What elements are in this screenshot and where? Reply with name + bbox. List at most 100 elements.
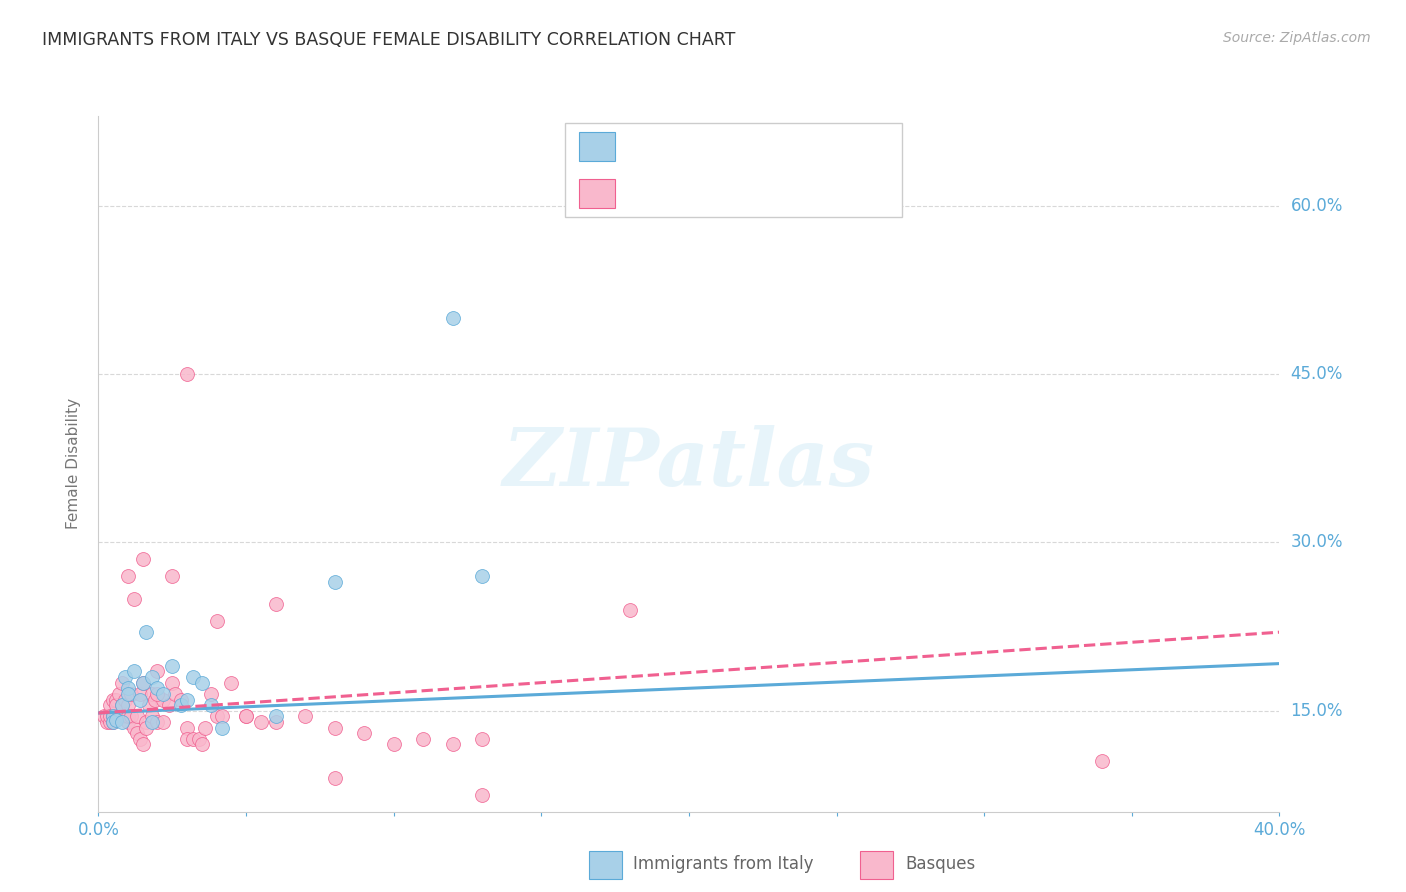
Point [211,709,233,723]
Point [176,731,198,746]
Point [98,714,121,729]
Point [98,698,121,712]
Text: Source: ZipAtlas.com: Source: ZipAtlas.com [1223,31,1371,45]
Text: Basques: Basques [905,855,976,873]
Point [117,687,139,701]
Point [181,731,204,746]
Text: Immigrants from Italy: Immigrants from Italy [634,855,814,873]
Text: ZIPatlas: ZIPatlas [503,425,875,502]
Point [111,698,134,712]
Point [471,569,494,583]
FancyBboxPatch shape [565,123,901,217]
Point [441,738,464,752]
Text: N = 27: N = 27 [772,137,839,155]
Point [111,675,134,690]
Point [128,692,150,706]
Point [143,692,166,706]
Point [235,709,257,723]
Point [128,731,150,746]
Point [96,714,118,729]
Point [141,670,163,684]
Point [125,709,148,723]
Point [176,692,198,706]
Point [114,709,136,723]
Point [146,714,169,729]
Point [294,709,316,723]
Point [132,552,155,566]
Point [165,687,187,701]
Point [117,569,139,583]
Point [141,709,163,723]
Point [382,738,405,752]
Point [132,675,155,690]
Text: N = 78: N = 78 [772,185,839,202]
Text: IMMIGRANTS FROM ITALY VS BASQUE FEMALE DISABILITY CORRELATION CHART: IMMIGRANTS FROM ITALY VS BASQUE FEMALE D… [42,31,735,49]
Point [108,687,131,701]
Point [205,614,228,628]
Point [122,721,145,735]
Point [108,709,131,723]
Point [264,597,287,611]
Point [117,714,139,729]
Point [111,698,134,712]
Point [152,692,174,706]
Point [111,709,134,723]
Point [191,738,214,752]
Point [162,675,183,690]
Point [103,714,125,729]
Point [152,687,174,701]
Point [323,574,346,589]
Point [117,698,139,712]
Point [211,721,233,735]
Point [412,731,434,746]
Point [157,698,180,712]
Point [105,692,128,706]
Point [135,721,157,735]
Point [219,675,242,690]
Bar [860,851,893,880]
Point [441,310,464,325]
Text: 30.0%: 30.0% [1291,533,1343,551]
Point [135,714,157,729]
Point [105,713,128,727]
Point [323,771,346,785]
Point [141,714,163,729]
Point [146,665,169,679]
Point [105,698,128,712]
Point [120,687,142,701]
Point [200,687,222,701]
Point [132,738,155,752]
Point [103,692,125,706]
Text: 45.0%: 45.0% [1291,365,1343,383]
Point [323,721,346,735]
Point [128,687,150,701]
Point [205,709,228,723]
Y-axis label: Female Disability: Female Disability [66,398,82,530]
Point [117,681,139,696]
Point [135,625,157,640]
Point [191,675,214,690]
Point [117,709,139,723]
Point [98,709,121,723]
Point [122,665,145,679]
Point [114,670,136,684]
Point [152,714,174,729]
Point [146,681,169,696]
Point [114,692,136,706]
Point [250,714,273,729]
Text: 15.0%: 15.0% [1291,702,1343,720]
Point [471,731,494,746]
Point [1091,754,1114,768]
Point [353,726,375,740]
Point [471,788,494,802]
Point [264,714,287,729]
Point [162,569,183,583]
Bar [579,132,614,161]
Point [176,367,198,381]
Point [181,670,204,684]
Text: R = 0.095: R = 0.095 [630,185,720,202]
Point [200,698,222,712]
Point [187,731,209,746]
Point [146,687,169,701]
Point [176,721,198,735]
